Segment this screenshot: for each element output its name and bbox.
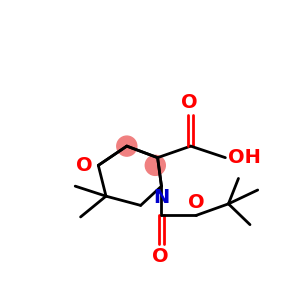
Text: O: O [188, 193, 204, 211]
Text: O: O [76, 156, 92, 175]
Text: N: N [153, 188, 170, 207]
Circle shape [145, 155, 165, 176]
Text: OH: OH [228, 148, 261, 167]
Text: O: O [181, 93, 197, 112]
Circle shape [117, 136, 137, 156]
Text: O: O [152, 247, 168, 266]
